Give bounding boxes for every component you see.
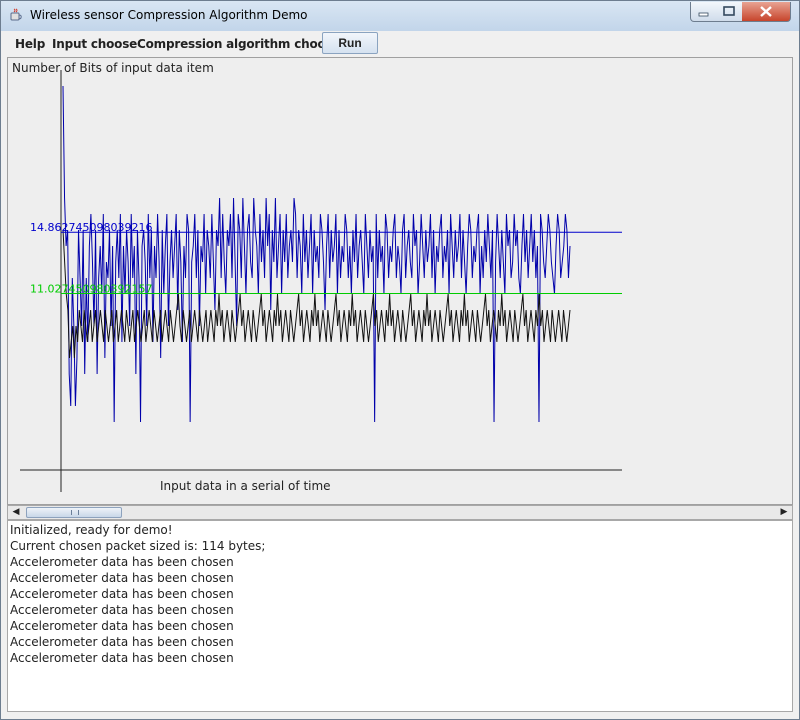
x-axis-label: Input data in a serial of time [160, 479, 331, 493]
horizontal-scrollbar[interactable]: ◀ ▶ [7, 505, 793, 520]
minimize-icon [698, 12, 709, 17]
title-bar[interactable]: Wireless sensor Compression Algorithm De… [1, 1, 799, 31]
reference-lines: 14.862745098039216 11.027450980392157 [30, 221, 622, 296]
menu-bar: Help Input choose Compression algorithm … [7, 31, 793, 57]
window-title: Wireless sensor Compression Algorithm De… [30, 8, 308, 22]
run-button[interactable]: Run [322, 32, 378, 54]
log-line: Initialized, ready for demo! [10, 523, 173, 537]
log-line: Accelerometer data has been chosen [10, 635, 234, 649]
series-layer [62, 85, 571, 423]
menu-input-choose[interactable]: Input choose [52, 37, 138, 51]
log-output[interactable]: Initialized, ready for demo! Current chos… [7, 520, 793, 712]
y-axis-label: Number of Bits of input data item [12, 61, 214, 75]
menu-compression-algorithm-choose[interactable]: Compression algorithm choose [137, 37, 341, 51]
log-line: Accelerometer data has been chosen [10, 619, 234, 633]
close-icon [760, 6, 772, 17]
log-line: Accelerometer data has been chosen [10, 603, 234, 617]
maximize-icon [723, 6, 735, 16]
minimize-button[interactable] [690, 2, 718, 22]
log-line: Accelerometer data has been chosen [10, 651, 234, 665]
log-line: Accelerometer data has been chosen [10, 555, 234, 569]
chart-panel: Number of Bits of input data item 14.862… [7, 57, 793, 505]
menu-help[interactable]: Help [15, 37, 46, 51]
arrow-left-icon[interactable]: ◀ [12, 507, 20, 517]
arrow-right-icon[interactable]: ▶ [780, 507, 788, 517]
close-button[interactable] [742, 2, 791, 22]
grip-icon [71, 510, 79, 515]
reference-line-label: 11.027450980392157 [30, 283, 152, 296]
scroll-thumb[interactable] [26, 507, 122, 518]
log-line: Accelerometer data has been chosen [10, 571, 234, 585]
java-coffee-cup-icon [10, 8, 22, 21]
maximize-button[interactable] [716, 2, 743, 22]
log-line: Current chosen packet sized is: 114 byte… [10, 539, 266, 553]
bits-chart: Number of Bits of input data item 14.862… [12, 61, 622, 493]
log-line: Accelerometer data has been chosen [10, 587, 234, 601]
series-line [62, 85, 571, 423]
reference-line-label: 14.862745098039216 [30, 221, 152, 234]
